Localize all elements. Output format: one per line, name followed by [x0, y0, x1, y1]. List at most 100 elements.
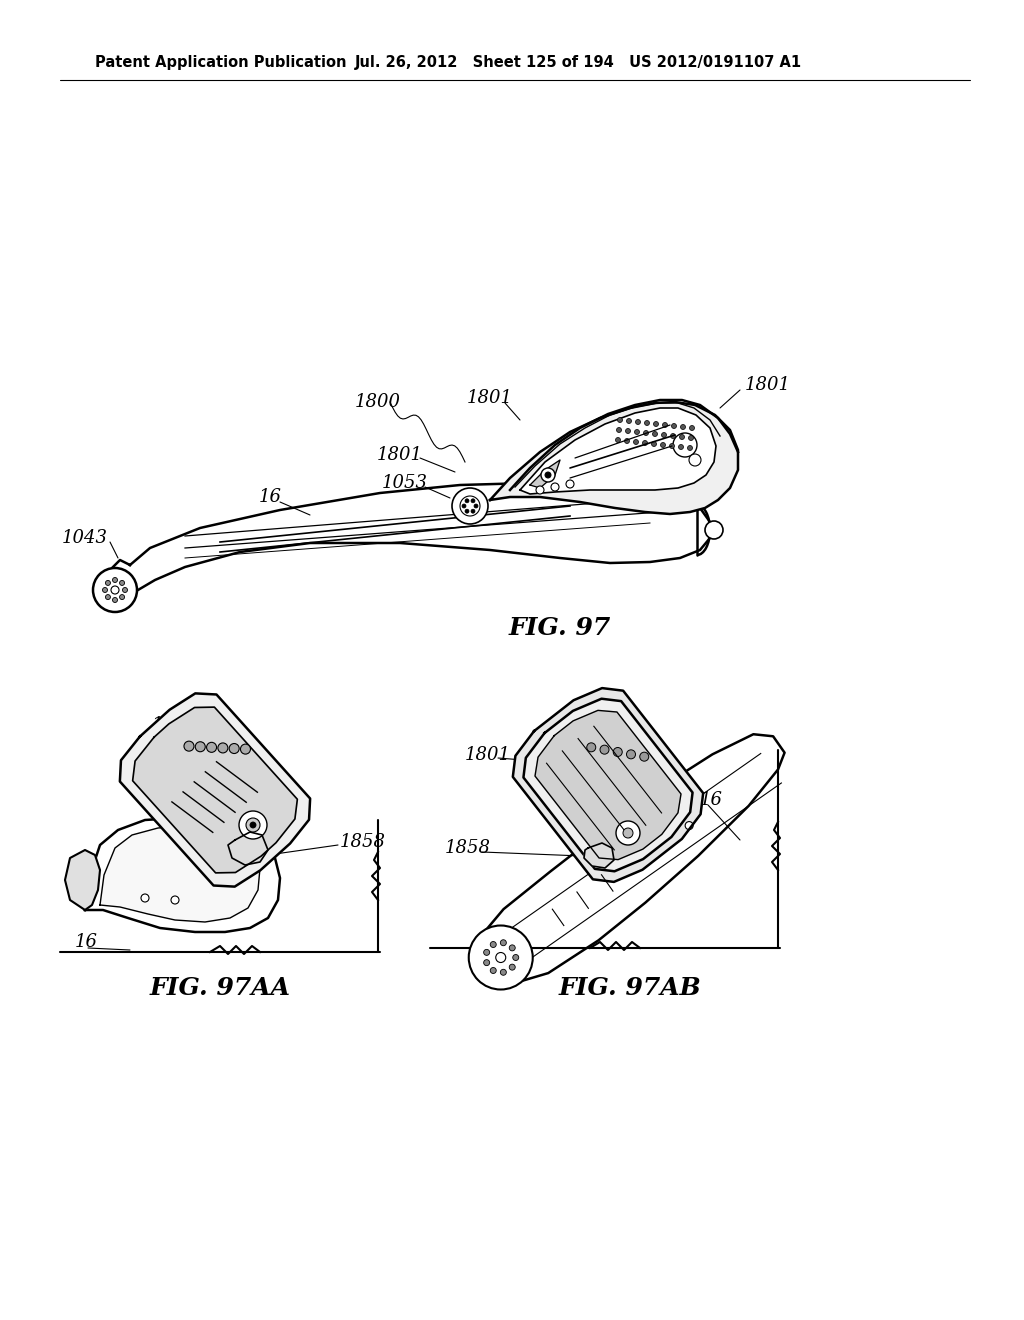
Circle shape: [551, 483, 559, 491]
Polygon shape: [513, 688, 703, 882]
Circle shape: [241, 744, 251, 754]
Circle shape: [685, 821, 693, 829]
Circle shape: [586, 490, 594, 498]
Circle shape: [105, 581, 111, 586]
Polygon shape: [133, 708, 297, 873]
Circle shape: [651, 441, 656, 446]
Circle shape: [102, 587, 108, 593]
Circle shape: [465, 499, 469, 503]
Circle shape: [705, 521, 723, 539]
Circle shape: [471, 499, 475, 503]
Circle shape: [229, 743, 240, 754]
Polygon shape: [523, 698, 692, 871]
Circle shape: [513, 954, 519, 961]
Text: 16: 16: [700, 791, 723, 809]
Text: 1800: 1800: [547, 715, 593, 734]
Circle shape: [184, 741, 194, 751]
Circle shape: [636, 420, 640, 425]
Circle shape: [496, 953, 506, 962]
Circle shape: [671, 433, 676, 438]
Circle shape: [196, 742, 205, 752]
Polygon shape: [483, 734, 784, 982]
Circle shape: [490, 968, 497, 973]
Circle shape: [626, 429, 631, 433]
Text: FIG. 97AB: FIG. 97AB: [559, 975, 701, 1001]
Circle shape: [141, 894, 150, 902]
Circle shape: [587, 743, 596, 752]
Text: 1858: 1858: [445, 840, 490, 857]
Text: 1801: 1801: [377, 446, 423, 465]
Circle shape: [613, 747, 623, 756]
Circle shape: [474, 504, 478, 508]
Circle shape: [627, 418, 632, 424]
Circle shape: [625, 438, 630, 444]
Circle shape: [627, 750, 636, 759]
Circle shape: [688, 436, 693, 441]
Circle shape: [652, 432, 657, 437]
Circle shape: [672, 424, 677, 429]
Circle shape: [643, 430, 648, 436]
Polygon shape: [520, 408, 716, 494]
Text: 1801: 1801: [465, 746, 511, 764]
Circle shape: [670, 444, 675, 449]
Circle shape: [663, 422, 668, 428]
Polygon shape: [535, 710, 681, 859]
Circle shape: [483, 949, 489, 956]
Polygon shape: [228, 832, 268, 865]
Circle shape: [465, 510, 469, 513]
Circle shape: [660, 442, 666, 447]
Circle shape: [623, 828, 633, 838]
Circle shape: [111, 586, 119, 594]
Circle shape: [541, 469, 555, 482]
Circle shape: [113, 578, 118, 582]
Circle shape: [689, 425, 694, 430]
Text: 1801: 1801: [745, 376, 791, 393]
Circle shape: [105, 594, 111, 599]
Circle shape: [635, 429, 640, 434]
Text: 16: 16: [75, 933, 98, 950]
Text: FIG. 97AA: FIG. 97AA: [150, 975, 291, 1001]
Circle shape: [615, 437, 621, 442]
Circle shape: [207, 742, 216, 752]
Circle shape: [250, 822, 256, 828]
Circle shape: [509, 964, 515, 970]
Circle shape: [471, 510, 475, 513]
Text: FIG. 97: FIG. 97: [509, 616, 611, 640]
Circle shape: [123, 587, 128, 593]
Circle shape: [640, 752, 649, 762]
Polygon shape: [584, 843, 614, 869]
Circle shape: [634, 440, 639, 445]
Text: 1801: 1801: [467, 389, 513, 407]
Circle shape: [120, 581, 125, 586]
Polygon shape: [120, 693, 310, 887]
Circle shape: [120, 594, 125, 599]
Circle shape: [687, 446, 692, 450]
Circle shape: [644, 421, 649, 425]
Circle shape: [679, 445, 683, 450]
Circle shape: [509, 945, 515, 950]
Circle shape: [616, 821, 640, 845]
Circle shape: [662, 433, 667, 437]
Polygon shape: [490, 403, 738, 513]
Circle shape: [501, 969, 506, 975]
Circle shape: [689, 454, 701, 466]
Circle shape: [462, 504, 466, 508]
Circle shape: [617, 417, 623, 422]
Circle shape: [246, 818, 260, 832]
Circle shape: [93, 568, 137, 612]
Circle shape: [616, 428, 622, 433]
Circle shape: [536, 486, 544, 494]
Text: 1800: 1800: [152, 715, 198, 734]
Polygon shape: [65, 850, 100, 909]
Circle shape: [653, 421, 658, 426]
Circle shape: [501, 940, 506, 945]
Polygon shape: [530, 459, 560, 488]
Circle shape: [680, 434, 684, 440]
Polygon shape: [85, 818, 280, 932]
Text: 1858: 1858: [340, 833, 386, 851]
Text: Jul. 26, 2012   Sheet 125 of 194   US 2012/0191107 A1: Jul. 26, 2012 Sheet 125 of 194 US 2012/0…: [355, 54, 802, 70]
Circle shape: [490, 941, 497, 948]
Circle shape: [171, 896, 179, 904]
Text: Patent Application Publication: Patent Application Publication: [95, 54, 346, 70]
Circle shape: [673, 433, 697, 457]
